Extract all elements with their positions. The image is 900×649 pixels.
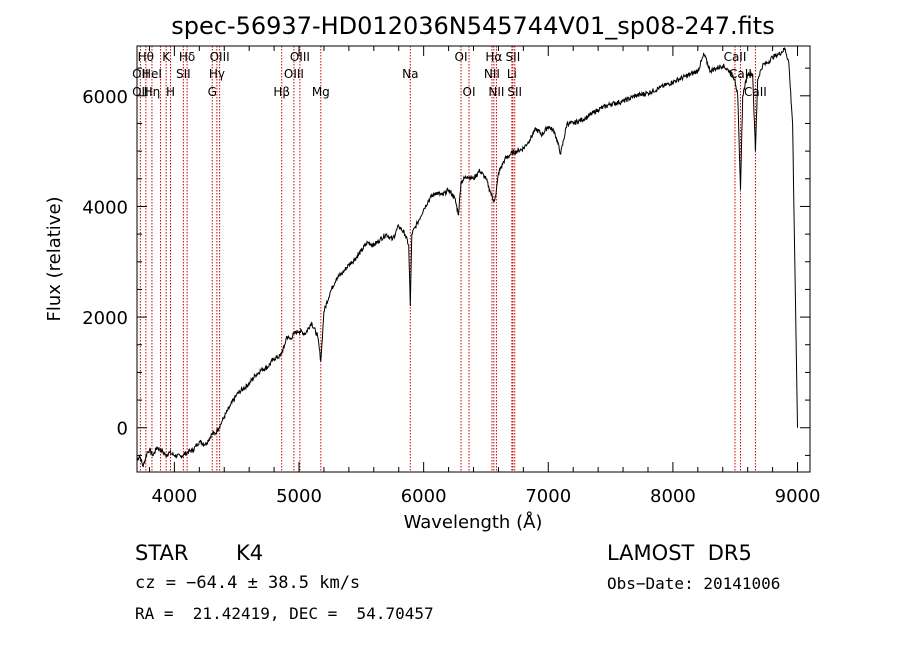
line-marker-label: OIII: [210, 50, 230, 64]
line-marker-label: SII: [507, 85, 522, 99]
line-marker-label: Hδ: [179, 50, 195, 64]
x-axis-label: Wavelength (Å): [404, 511, 543, 533]
survey-label: LAMOST DR5: [607, 541, 752, 565]
line-marker-label: Hη: [144, 85, 161, 99]
line-marker-label: Mg: [312, 85, 330, 99]
y-tick-label: 6000: [82, 87, 128, 108]
line-marker-label: Hβ: [273, 85, 290, 99]
y-axis: 0 2000 4000 6000: [82, 67, 810, 456]
line-marker-label: SII: [506, 50, 521, 64]
line-marker-label: CaII: [724, 50, 747, 64]
x-tick-label: 4000: [151, 486, 197, 507]
line-marker-label: Hα: [485, 50, 502, 64]
line-marker-label: NII: [488, 85, 504, 99]
y-axis-label: Flux (relative): [44, 196, 65, 321]
y-tick-label: 2000: [82, 308, 128, 329]
line-marker-label: Li: [507, 67, 517, 81]
line-marker-label: NII: [484, 67, 500, 81]
line-marker-label: CaII: [744, 85, 767, 99]
line-marker-labels: OIIOIIHθHeIHηKHSIIHδGHγOIIIHβOIIIOIIIMgN…: [132, 50, 767, 99]
x-axis: 4000 5000 6000 7000 8000 9000: [148, 46, 821, 507]
x-tick-label: 7000: [525, 486, 571, 507]
chart-title: spec-56937-HD012036N545744V01_sp08-247.f…: [171, 12, 774, 40]
x-tick-label: 5000: [276, 486, 322, 507]
plot-frame: [136, 45, 811, 473]
x-tick-label: 6000: [401, 486, 447, 507]
x-tick-label: 8000: [650, 486, 696, 507]
line-marker-label: K: [162, 50, 171, 64]
line-marker-label: Na: [402, 67, 418, 81]
y-tick-label: 4000: [82, 197, 128, 218]
obs-date: Obs−Date: 20141006: [607, 574, 781, 593]
line-marker-label: OI: [455, 50, 468, 64]
subclass-label: K4: [236, 541, 264, 565]
line-marker-label: G: [208, 85, 217, 99]
class-label: STAR: [135, 541, 189, 565]
line-markers: [139, 46, 756, 472]
line-marker-label: Hγ: [209, 67, 225, 81]
x-tick-label: 9000: [775, 486, 821, 507]
line-marker-label: OII: [132, 67, 149, 81]
y-tick-label: 0: [117, 419, 128, 440]
cz-value: cz = −64.4 ± 38.5 km/s: [135, 573, 361, 593]
line-marker-label: SII: [176, 67, 191, 81]
line-marker-label: HeI: [142, 67, 162, 81]
coordinates: RA = 21.42419, DEC = 54.70457: [135, 604, 434, 623]
line-marker-label: OIII: [290, 50, 310, 64]
line-marker-label: H: [166, 85, 175, 99]
line-marker-label: OI: [463, 85, 476, 99]
spectrum-line: [136, 46, 798, 468]
line-marker-label: Hθ: [138, 50, 154, 64]
line-marker-label: OIII: [284, 67, 304, 81]
